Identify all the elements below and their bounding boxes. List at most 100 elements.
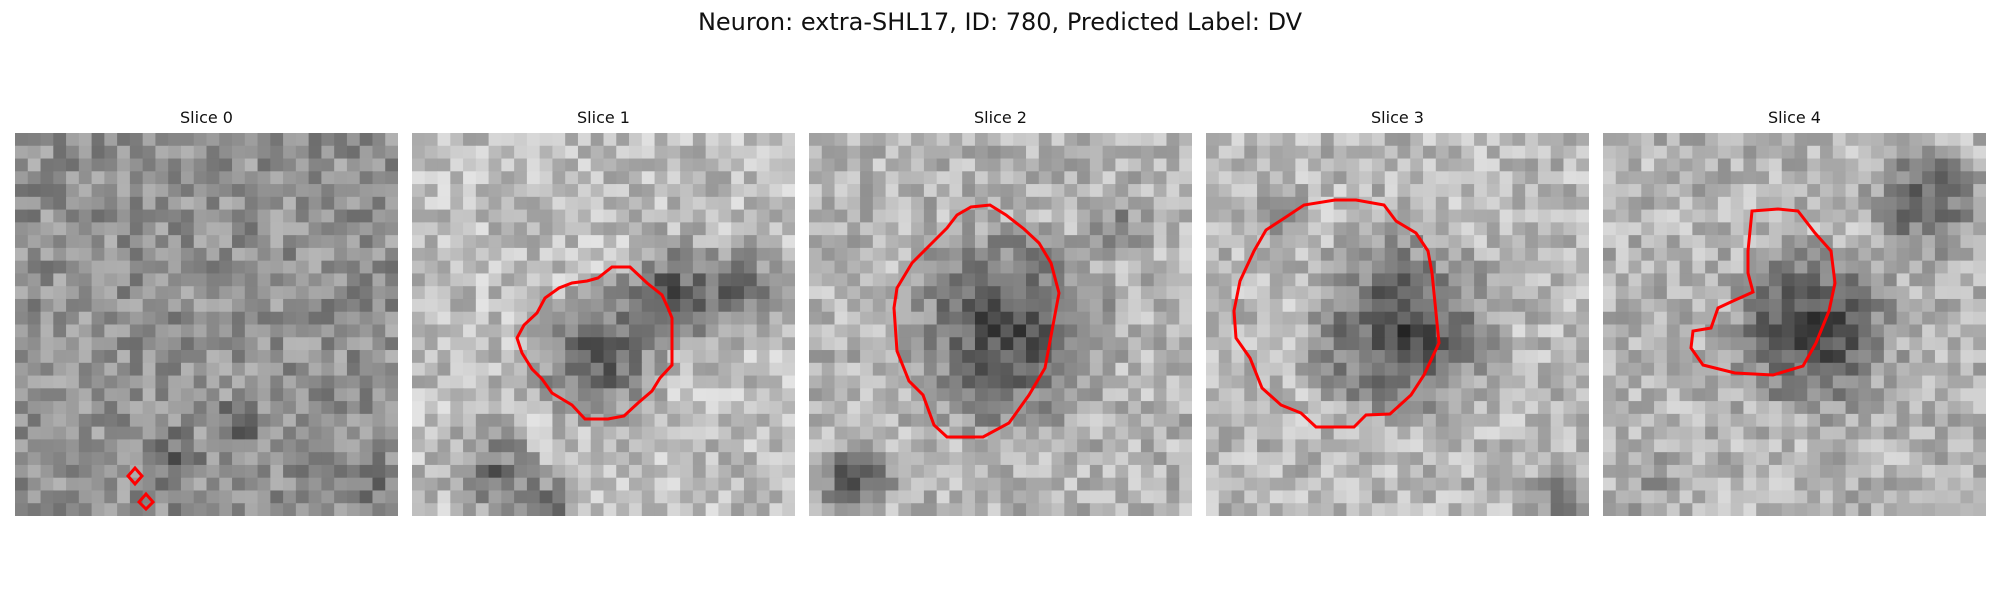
image-pixel xyxy=(1512,145,1526,160)
image-pixel xyxy=(1768,260,1783,275)
image-pixel xyxy=(412,286,426,300)
image-pixel xyxy=(1423,133,1437,147)
image-pixel xyxy=(731,337,745,351)
image-pixel xyxy=(219,184,233,198)
image-pixel xyxy=(1794,133,1808,147)
image-pixel xyxy=(1346,222,1360,236)
image-pixel xyxy=(923,362,938,377)
image-pixel xyxy=(885,222,899,236)
image-pixel xyxy=(1525,133,1539,147)
image-pixel xyxy=(731,426,745,440)
image-pixel xyxy=(974,298,989,313)
image-pixel xyxy=(244,247,259,262)
image-pixel xyxy=(168,401,182,415)
image-pixel xyxy=(692,401,707,415)
image-pixel xyxy=(911,184,925,198)
image-pixel xyxy=(1333,247,1348,262)
image-pixel xyxy=(1346,324,1360,338)
image-pixel xyxy=(1756,196,1770,211)
image-pixel xyxy=(936,439,951,453)
image-pixel xyxy=(692,503,707,516)
image-pixel xyxy=(1615,477,1630,492)
image-pixel xyxy=(437,196,451,211)
image-pixel xyxy=(1832,158,1847,172)
image-pixel xyxy=(782,464,795,479)
image-pixel xyxy=(1397,158,1411,172)
image-pixel xyxy=(692,350,707,364)
image-pixel xyxy=(1320,247,1335,262)
image-pixel xyxy=(1871,209,1885,223)
image-pixel xyxy=(1461,439,1475,453)
image-pixel xyxy=(1102,337,1116,351)
image-pixel xyxy=(1282,337,1296,351)
image-pixel xyxy=(295,158,310,172)
image-pixel xyxy=(1128,375,1142,389)
image-pixel xyxy=(847,196,861,211)
image-pixel xyxy=(437,158,451,172)
image-pixel xyxy=(424,324,439,338)
image-pixel xyxy=(667,413,681,428)
image-pixel xyxy=(424,311,439,326)
image-pixel xyxy=(53,375,67,389)
image-pixel xyxy=(1807,184,1821,198)
image-pixel xyxy=(1089,158,1104,172)
image-pixel xyxy=(15,413,29,428)
image-pixel xyxy=(1000,260,1014,275)
image-pixel xyxy=(514,235,528,249)
image-pixel xyxy=(27,452,42,466)
image-pixel xyxy=(66,503,80,516)
image-pixel xyxy=(1269,426,1284,440)
image-pixel xyxy=(244,184,259,198)
image-pixel xyxy=(129,247,144,262)
image-pixel xyxy=(1525,196,1539,211)
image-pixel xyxy=(1474,235,1488,249)
image-pixel xyxy=(385,452,398,466)
image-pixel xyxy=(1563,235,1577,249)
image-pixel xyxy=(756,439,771,453)
image-pixel xyxy=(1026,286,1040,300)
image-pixel xyxy=(1102,401,1116,415)
image-pixel xyxy=(1871,503,1885,516)
image-pixel xyxy=(577,171,592,185)
image-pixel xyxy=(1371,452,1386,466)
image-pixel xyxy=(667,350,681,364)
image-pixel xyxy=(321,337,335,351)
image-pixel xyxy=(1845,375,1859,389)
image-pixel xyxy=(155,426,169,440)
image-pixel xyxy=(936,286,951,300)
image-pixel xyxy=(372,388,386,402)
image-pixel xyxy=(193,426,208,440)
image-pixel xyxy=(437,260,451,275)
image-pixel xyxy=(1654,426,1668,440)
image-pixel xyxy=(424,235,439,249)
image-pixel xyxy=(565,388,579,402)
image-pixel xyxy=(1448,196,1462,211)
image-pixel xyxy=(193,413,208,428)
image-pixel xyxy=(1679,439,1693,453)
image-pixel xyxy=(117,133,131,147)
image-pixel xyxy=(142,171,157,185)
image-pixel xyxy=(219,247,233,262)
image-pixel xyxy=(1359,145,1373,160)
image-pixel xyxy=(155,503,169,516)
image-pixel xyxy=(1756,222,1770,236)
image-pixel xyxy=(1550,426,1565,440)
image-pixel xyxy=(1461,426,1475,440)
image-pixel xyxy=(1832,426,1847,440)
image-pixel xyxy=(1666,209,1681,223)
image-pixel xyxy=(270,196,284,211)
image-pixel xyxy=(1909,273,1923,287)
image-pixel xyxy=(1654,401,1668,415)
image-pixel xyxy=(424,490,439,504)
image-pixel xyxy=(1308,350,1322,364)
image-pixel xyxy=(1064,145,1078,160)
image-pixel xyxy=(1845,413,1859,428)
image-pixel xyxy=(641,452,656,466)
image-pixel xyxy=(168,222,182,236)
image-pixel xyxy=(1359,158,1373,172)
image-pixel xyxy=(1883,196,1898,211)
image-pixel xyxy=(475,247,490,262)
image-pixel xyxy=(526,184,541,198)
image-pixel xyxy=(1768,273,1783,287)
image-pixel xyxy=(885,184,899,198)
